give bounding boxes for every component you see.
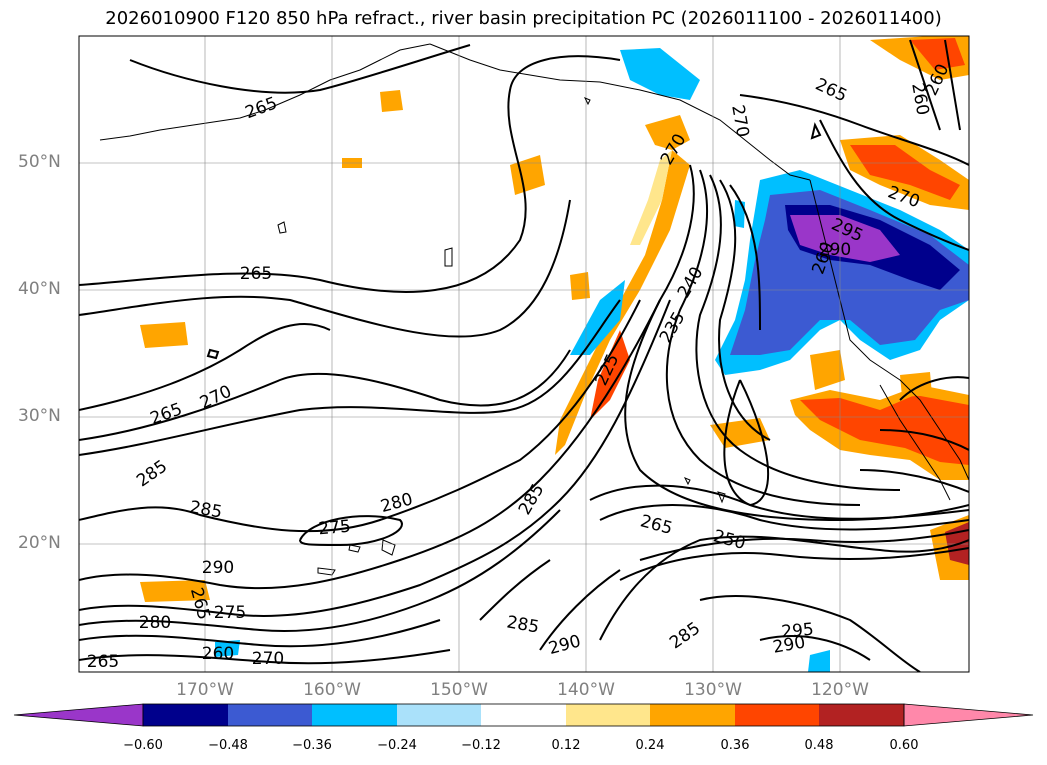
colorbar-segment — [312, 704, 397, 726]
map-title: 2026010900 F120 850 hPa refract., river … — [105, 8, 942, 29]
colorbar-tick: 0.12 — [551, 738, 581, 753]
colorbar-tick: 0.60 — [889, 738, 919, 753]
colorbar-tick: −0.36 — [292, 738, 332, 753]
contour-label: 290 — [819, 240, 851, 260]
refractivity-contours — [79, 39, 969, 672]
colorbar-tick: 0.24 — [635, 738, 665, 753]
lon-label-170w: 170°W — [176, 680, 234, 700]
contour-label: 265 — [240, 264, 272, 284]
positive-pc-band — [555, 150, 690, 455]
colorbar-tick: 0.48 — [804, 738, 834, 753]
plot-frame — [78, 35, 970, 673]
lon-label-150w: 150°W — [430, 680, 488, 700]
lon-label-130w: 130°W — [684, 680, 742, 700]
colorbar-segment — [566, 704, 650, 726]
contour-label: 290 — [202, 558, 234, 578]
lat-label-30n: 30°N — [18, 406, 61, 426]
lat-label-20n: 20°N — [18, 533, 61, 553]
colorbar-tick: −0.12 — [461, 738, 501, 753]
colorbar-segment — [143, 704, 228, 726]
colorbar-frame — [142, 703, 905, 727]
colorbar-segment — [481, 704, 566, 726]
contour-label: 260 — [202, 644, 234, 664]
contour-label: 275 — [214, 603, 246, 623]
colorbar-tick: −0.48 — [208, 738, 248, 753]
contour-label: 280 — [139, 613, 171, 633]
colorbar-extend-min — [13, 703, 144, 727]
lat-label-40n: 40°N — [18, 279, 61, 299]
colorbar-extend-max — [903, 703, 1034, 727]
colorbar — [13, 703, 1034, 727]
lon-label-120w: 120°W — [811, 680, 869, 700]
thin-contours — [277, 97, 726, 504]
colorbar-tick: −0.24 — [377, 738, 417, 753]
colorbar-segment — [735, 704, 819, 726]
colorbar-tick: 0.36 — [720, 738, 750, 753]
contour-label: 265 — [87, 652, 119, 672]
colorbar-segment — [228, 704, 312, 726]
colorbar-segment — [650, 704, 735, 726]
colorbar-segment — [819, 704, 904, 726]
lon-label-140w: 140°W — [557, 680, 615, 700]
contour-label: 275 — [318, 517, 352, 540]
precip-pc-shading — [140, 36, 969, 672]
lon-label-160w: 160°W — [303, 680, 361, 700]
lat-label-50n: 50°N — [18, 152, 61, 172]
colorbar-segment — [397, 704, 481, 726]
colorbar-tick: −0.60 — [123, 738, 163, 753]
contour-label: 270 — [252, 649, 284, 669]
contour-label: 295 — [781, 620, 815, 643]
